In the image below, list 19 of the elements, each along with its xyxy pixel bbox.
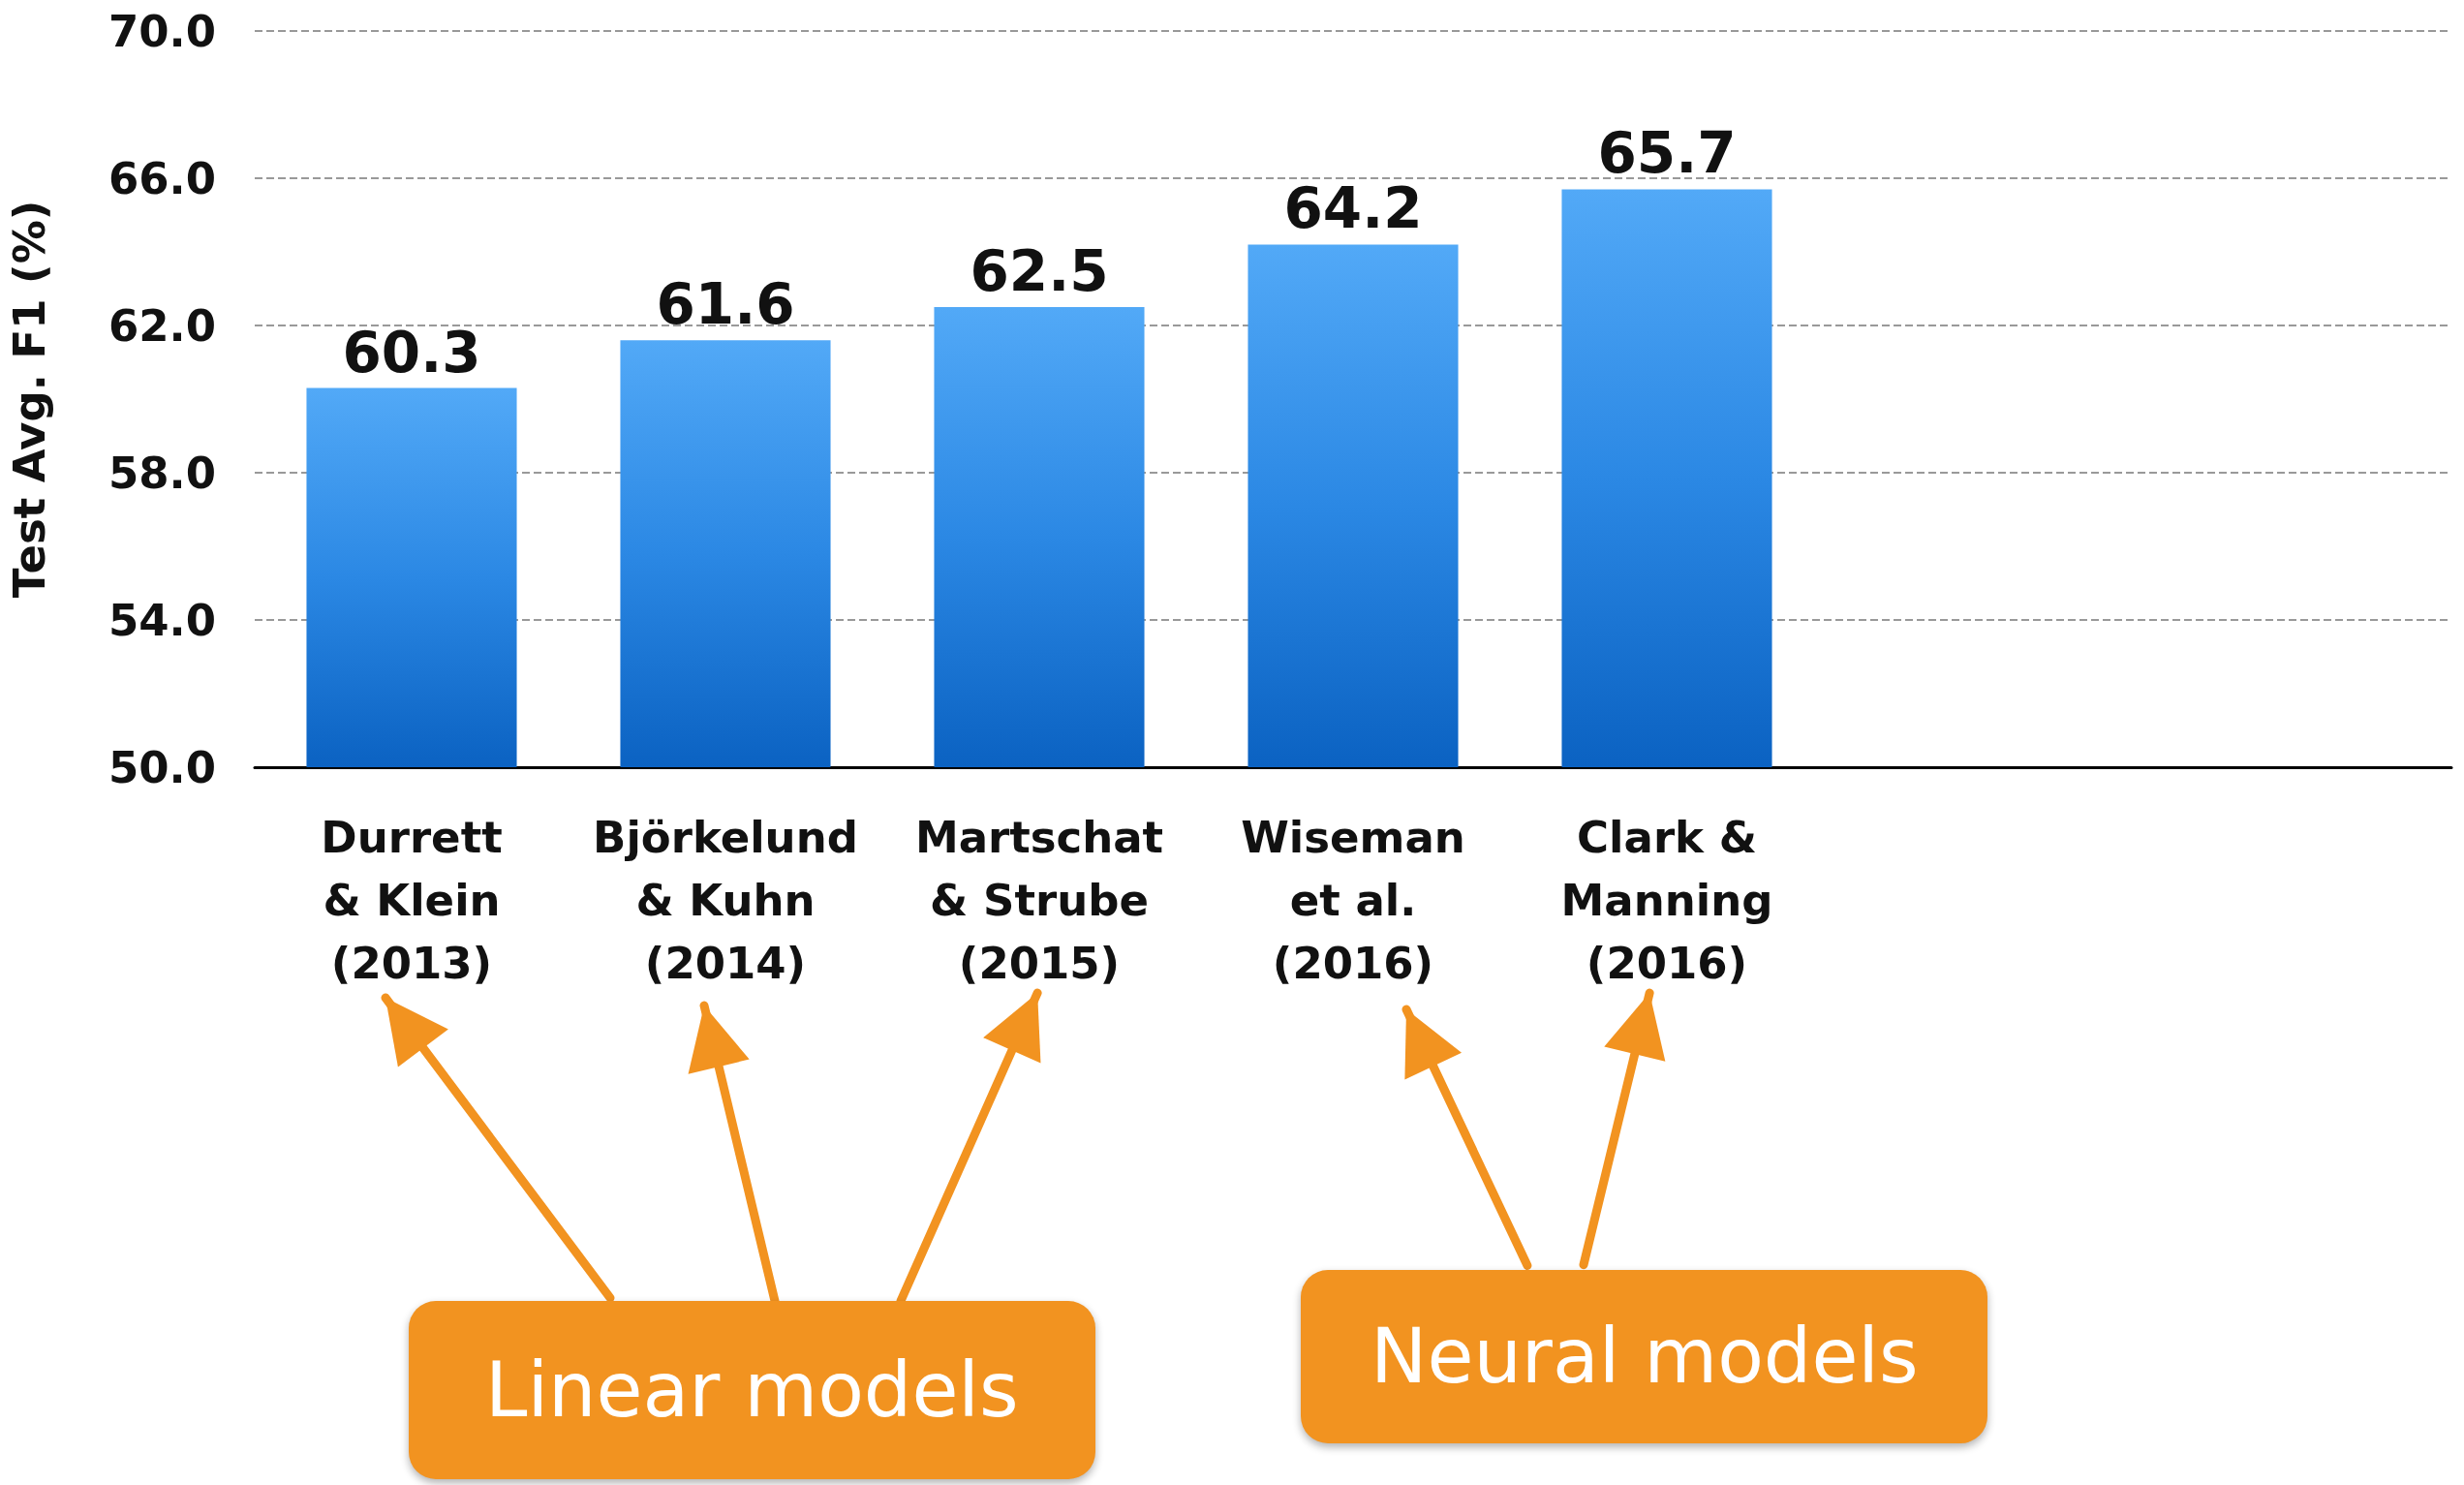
y-tick-label: 62.0: [108, 299, 216, 352]
x-tick-label: Durrett & Klein (2013): [321, 812, 503, 989]
data-label: 60.3: [342, 319, 481, 386]
y-tick-label: 54.0: [108, 594, 216, 646]
text: Linear models: [408, 1301, 1095, 1480]
x-tick-label: Wiseman et al. (2016): [1241, 812, 1465, 989]
y-tick-label: 70.0: [108, 5, 216, 57]
data-label: 64.2: [1283, 175, 1423, 242]
y-tick-label: 50.0: [108, 741, 216, 793]
data-label: 65.7: [1597, 120, 1737, 187]
y-tick-label: 66.0: [108, 152, 216, 204]
y-axis-title: Test Avg. F1 (%): [4, 200, 55, 599]
data-label: 62.5: [970, 238, 1109, 304]
x-tick-label: Björkelund & Kuhn (2014): [593, 812, 858, 989]
data-label: 61.6: [656, 271, 795, 338]
x-tick-label: Martschat & Strube (2015): [914, 812, 1164, 989]
y-tick-label: 58.0: [108, 447, 216, 499]
x-tick-label: Clark & Manning (2016): [1560, 812, 1773, 989]
text: Neural models: [1301, 1269, 1988, 1443]
